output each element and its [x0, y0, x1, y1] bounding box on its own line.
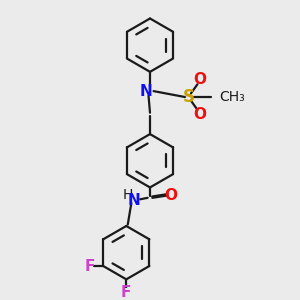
Text: N: N [127, 193, 140, 208]
Text: O: O [194, 72, 207, 87]
Text: F: F [121, 285, 131, 300]
Text: F: F [85, 259, 95, 274]
Text: S: S [182, 88, 194, 106]
Text: N: N [139, 84, 152, 99]
Text: O: O [164, 188, 177, 203]
Text: H: H [123, 188, 133, 202]
Text: CH₃: CH₃ [219, 90, 245, 104]
Text: O: O [194, 107, 207, 122]
